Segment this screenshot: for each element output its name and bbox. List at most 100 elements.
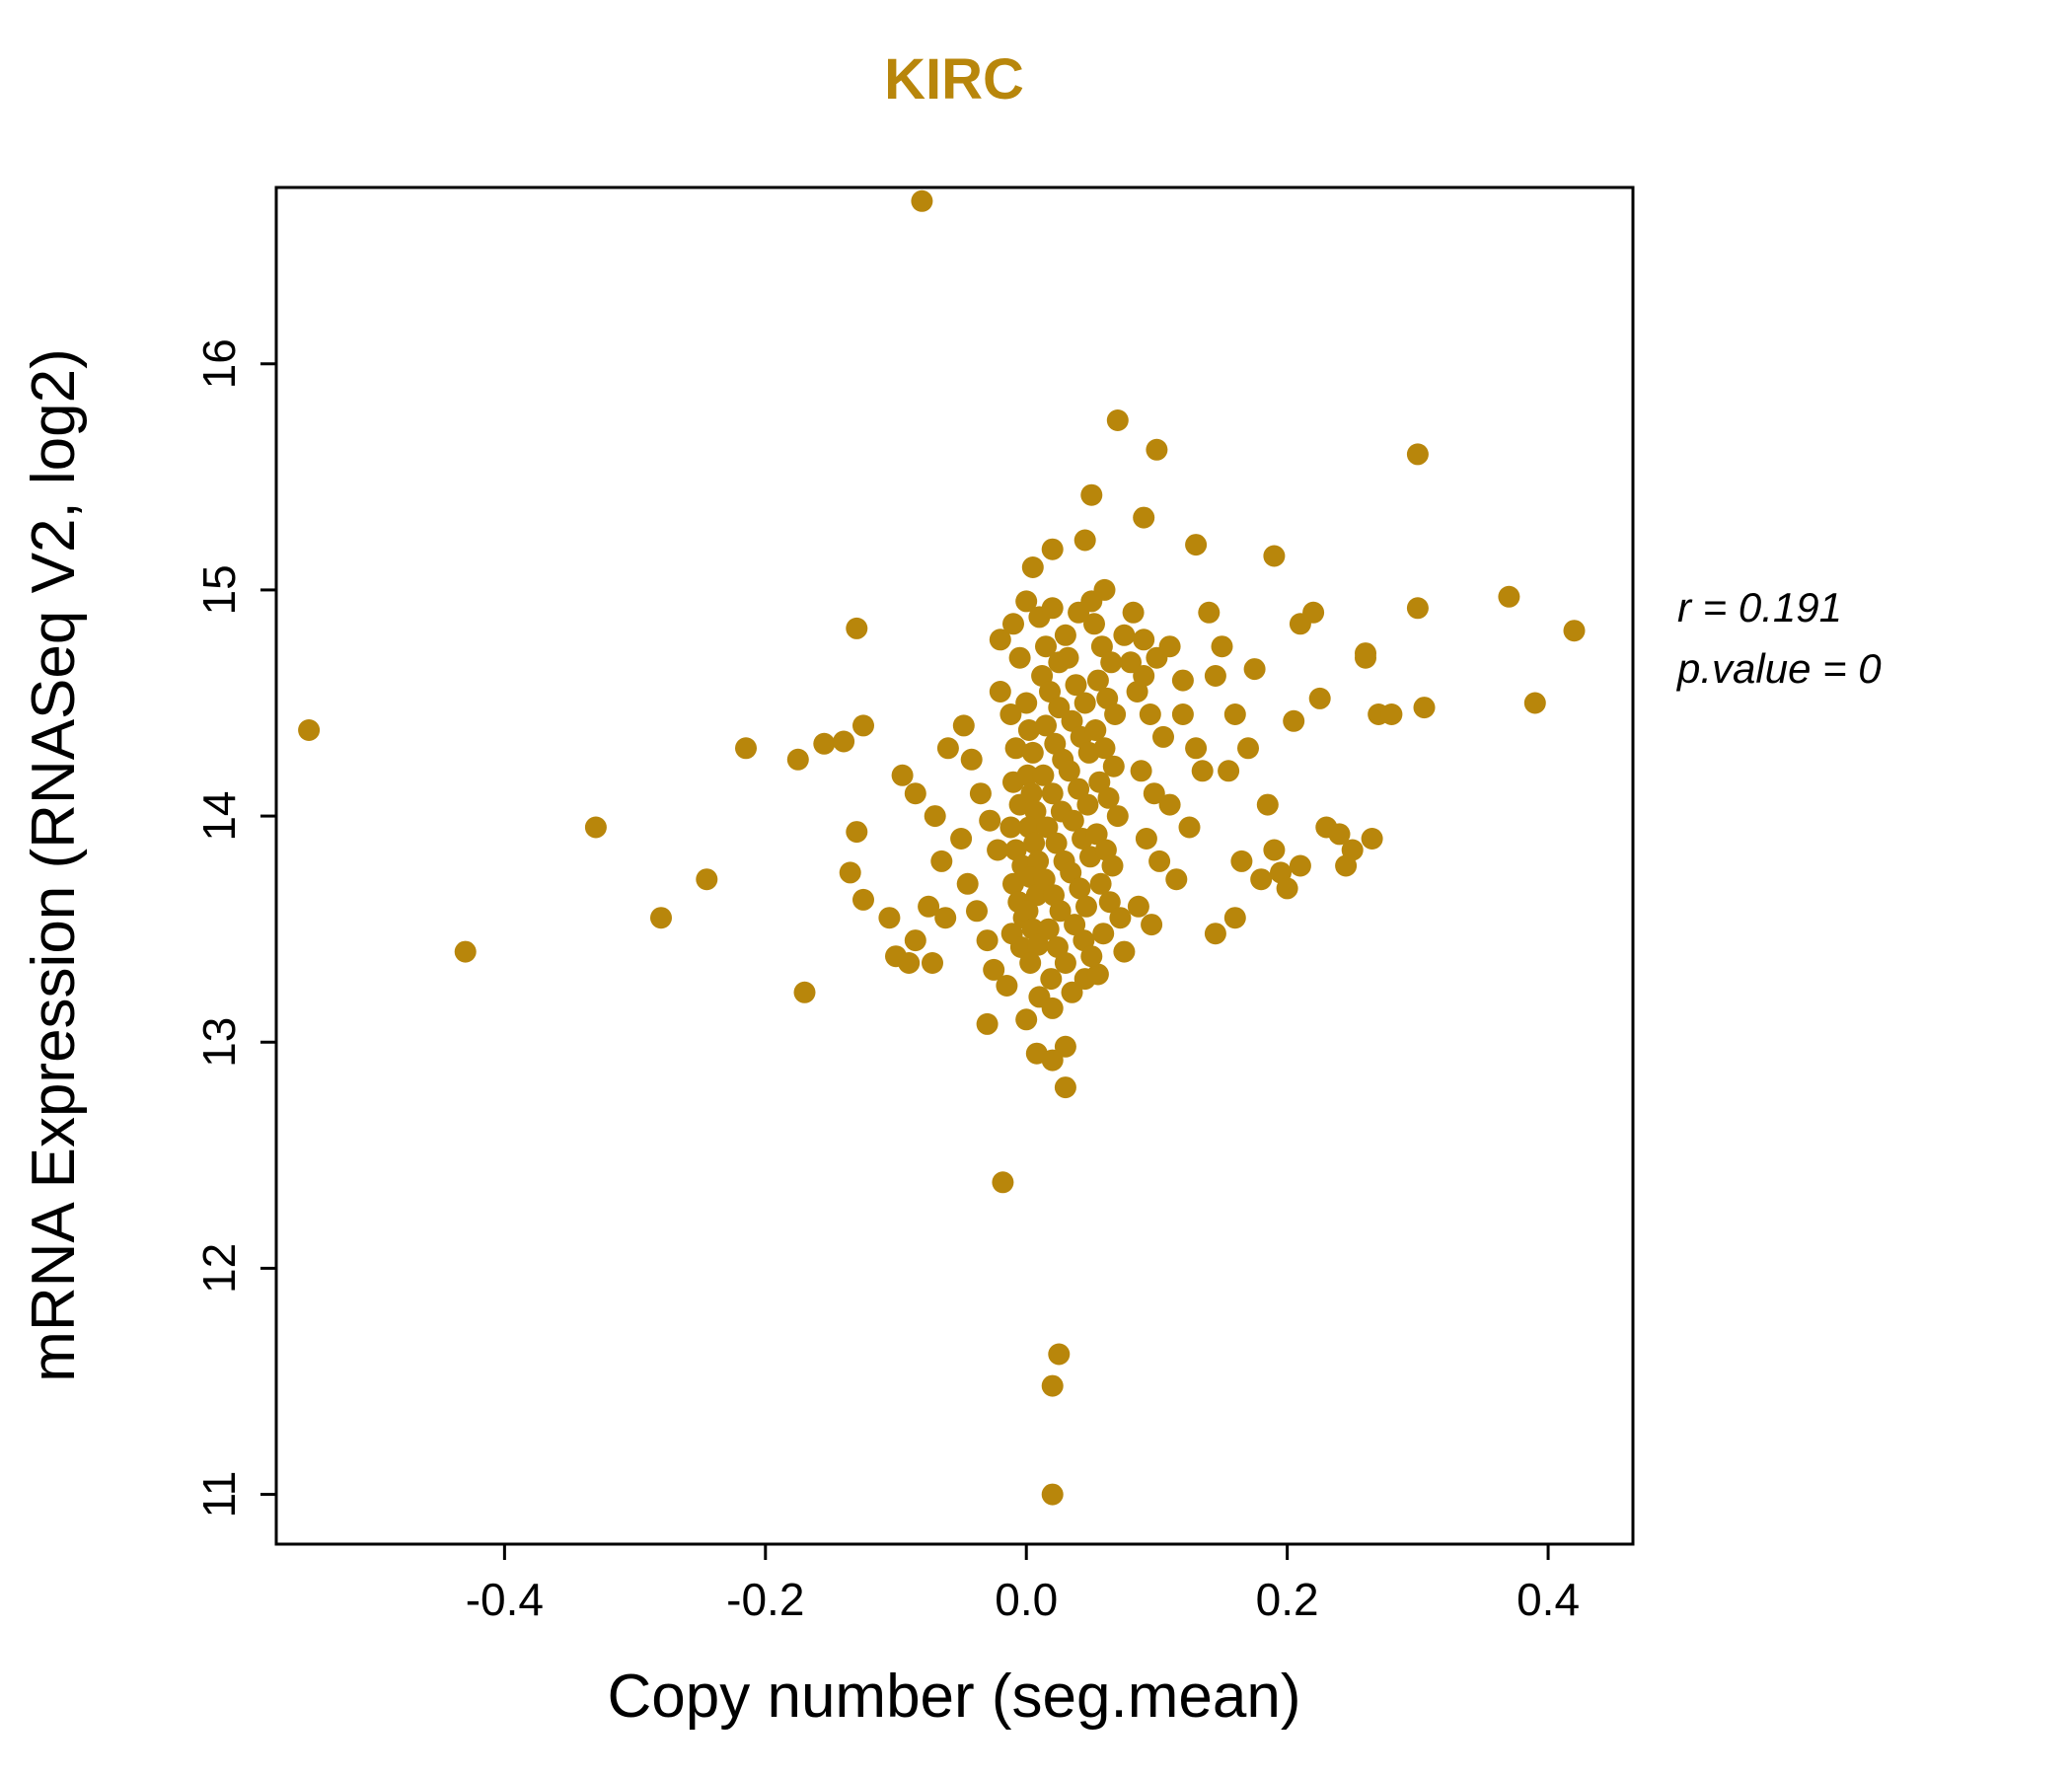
data-point — [999, 816, 1022, 839]
data-point — [1122, 601, 1145, 624]
data-point — [922, 952, 943, 974]
data-point — [1032, 764, 1055, 786]
data-point — [1097, 786, 1120, 809]
data-point — [1084, 719, 1107, 741]
data-point — [966, 900, 988, 923]
data-point — [1093, 737, 1116, 760]
data-point — [924, 805, 946, 828]
data-point — [1040, 968, 1063, 991]
data-point — [1355, 646, 1376, 669]
data-point — [1165, 868, 1188, 891]
y-tick-label: 12 — [193, 1243, 245, 1294]
data-point — [1080, 483, 1103, 506]
data-point — [1191, 760, 1214, 782]
data-point — [1098, 891, 1121, 914]
y-tick-label: 16 — [193, 338, 245, 389]
data-point — [1089, 872, 1112, 895]
data-point — [833, 730, 855, 753]
data-point — [1120, 651, 1142, 674]
data-point — [584, 816, 607, 839]
data-point — [1016, 900, 1039, 923]
data-point — [1041, 538, 1064, 560]
data-point — [1223, 703, 1246, 725]
y-tick-label: 14 — [193, 790, 245, 841]
data-point — [1027, 933, 1050, 956]
data-point — [1211, 635, 1233, 658]
data-point — [786, 748, 809, 771]
data-point — [1048, 697, 1071, 719]
data-point — [911, 189, 933, 212]
data-point — [1092, 923, 1115, 945]
data-point — [1015, 590, 1038, 613]
data-point — [1158, 635, 1181, 658]
data-point — [1041, 1483, 1064, 1506]
data-point — [1054, 624, 1076, 646]
data-point — [1276, 877, 1298, 900]
data-point — [1563, 620, 1586, 642]
data-point — [1065, 674, 1087, 697]
data-point — [1133, 506, 1155, 529]
data-point — [1088, 771, 1111, 793]
plot-box — [274, 185, 1635, 1546]
data-point — [1498, 585, 1520, 608]
data-point — [1073, 692, 1096, 714]
data-point — [1289, 854, 1311, 877]
x-tick-label: -0.2 — [726, 1574, 804, 1625]
data-point — [891, 764, 914, 786]
data-point — [996, 975, 1018, 997]
data-point — [1080, 945, 1103, 968]
data-point — [852, 888, 874, 911]
data-point — [976, 1012, 999, 1035]
data-point — [1037, 918, 1060, 940]
data-point — [904, 782, 926, 805]
data-point — [989, 681, 1011, 703]
data-point — [918, 895, 940, 918]
data-point — [1148, 850, 1171, 872]
data-point — [454, 940, 477, 963]
data-points-layer — [298, 189, 1586, 1506]
data-point — [1025, 1042, 1048, 1065]
data-point — [1039, 681, 1061, 703]
data-point — [1021, 556, 1044, 578]
data-point — [1250, 868, 1273, 891]
data-point — [904, 929, 926, 952]
y-tick-label: 15 — [193, 564, 245, 615]
data-point — [1015, 692, 1038, 714]
data-point — [1073, 529, 1096, 552]
data-point — [898, 952, 921, 974]
data-point — [1185, 534, 1208, 556]
data-point — [1086, 669, 1109, 692]
data-point — [952, 714, 975, 737]
data-point — [1017, 719, 1040, 741]
x-tick-label: 0.4 — [1517, 1574, 1580, 1625]
data-point — [1104, 703, 1127, 725]
data-point — [1021, 741, 1044, 764]
data-point — [1090, 635, 1113, 658]
data-point — [1015, 1008, 1038, 1031]
data-point — [1230, 850, 1253, 872]
data-point — [1041, 782, 1064, 805]
data-point — [1263, 545, 1286, 567]
data-point — [1060, 861, 1082, 884]
data-point — [1133, 629, 1155, 651]
data-point — [1113, 624, 1136, 646]
data-point — [1141, 914, 1163, 936]
data-point — [1139, 703, 1161, 725]
y-axis-ticks: 11 12 13 14 15 16 — [193, 338, 276, 1517]
data-point — [1086, 963, 1109, 986]
data-point — [1143, 782, 1165, 805]
data-point — [1413, 697, 1436, 719]
y-tick-label: 13 — [193, 1017, 245, 1068]
data-point — [1069, 877, 1091, 900]
data-point — [1178, 816, 1201, 839]
data-point — [1133, 665, 1155, 687]
data-point — [1135, 828, 1157, 850]
data-point — [1041, 597, 1064, 620]
data-point — [1020, 782, 1043, 805]
data-point — [1033, 868, 1056, 891]
data-point — [1054, 1076, 1076, 1099]
data-point — [960, 748, 983, 771]
data-point — [1130, 760, 1152, 782]
